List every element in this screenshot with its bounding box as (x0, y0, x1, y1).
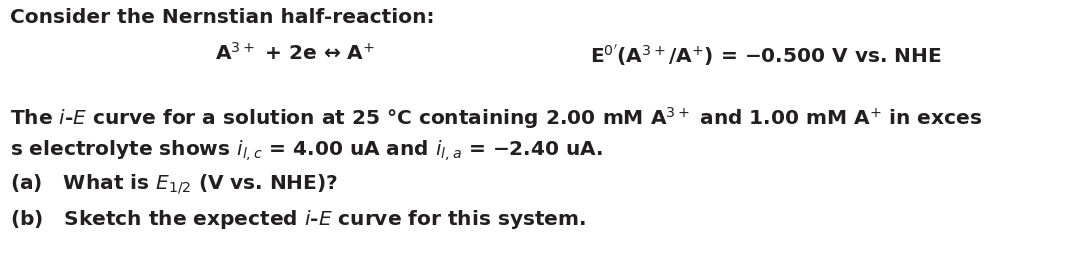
Text: (a)   What is $E_{1/2}$ (V vs. NHE)?: (a) What is $E_{1/2}$ (V vs. NHE)? (10, 172, 338, 196)
Text: s electrolyte shows $i_{l,c}$ = 4.00 uA and $i_{l,a}$ = −2.40 uA.: s electrolyte shows $i_{l,c}$ = 4.00 uA … (10, 138, 603, 163)
Text: $\mathregular{A}$$^{3+}$ + 2e ↔ $\mathregular{A}$$^{+}$: $\mathregular{A}$$^{3+}$ + 2e ↔ $\mathre… (215, 42, 375, 64)
Text: (b)   Sketch the expected $i$-$E$ curve for this system.: (b) Sketch the expected $i$-$E$ curve fo… (10, 208, 586, 231)
Text: Consider the Nernstian half-reaction:: Consider the Nernstian half-reaction: (10, 8, 435, 27)
Text: $\mathregular{E}$$^{0'}$($\mathregular{A}$$^{3+}$/$\mathregular{A}$$^{+}$) = −0.: $\mathregular{E}$$^{0'}$($\mathregular{A… (590, 42, 941, 68)
Text: The $i$-$E$ curve for a solution at 25 °C containing 2.00 mM A$^{3+}$ and 1.00 m: The $i$-$E$ curve for a solution at 25 °… (10, 105, 982, 131)
